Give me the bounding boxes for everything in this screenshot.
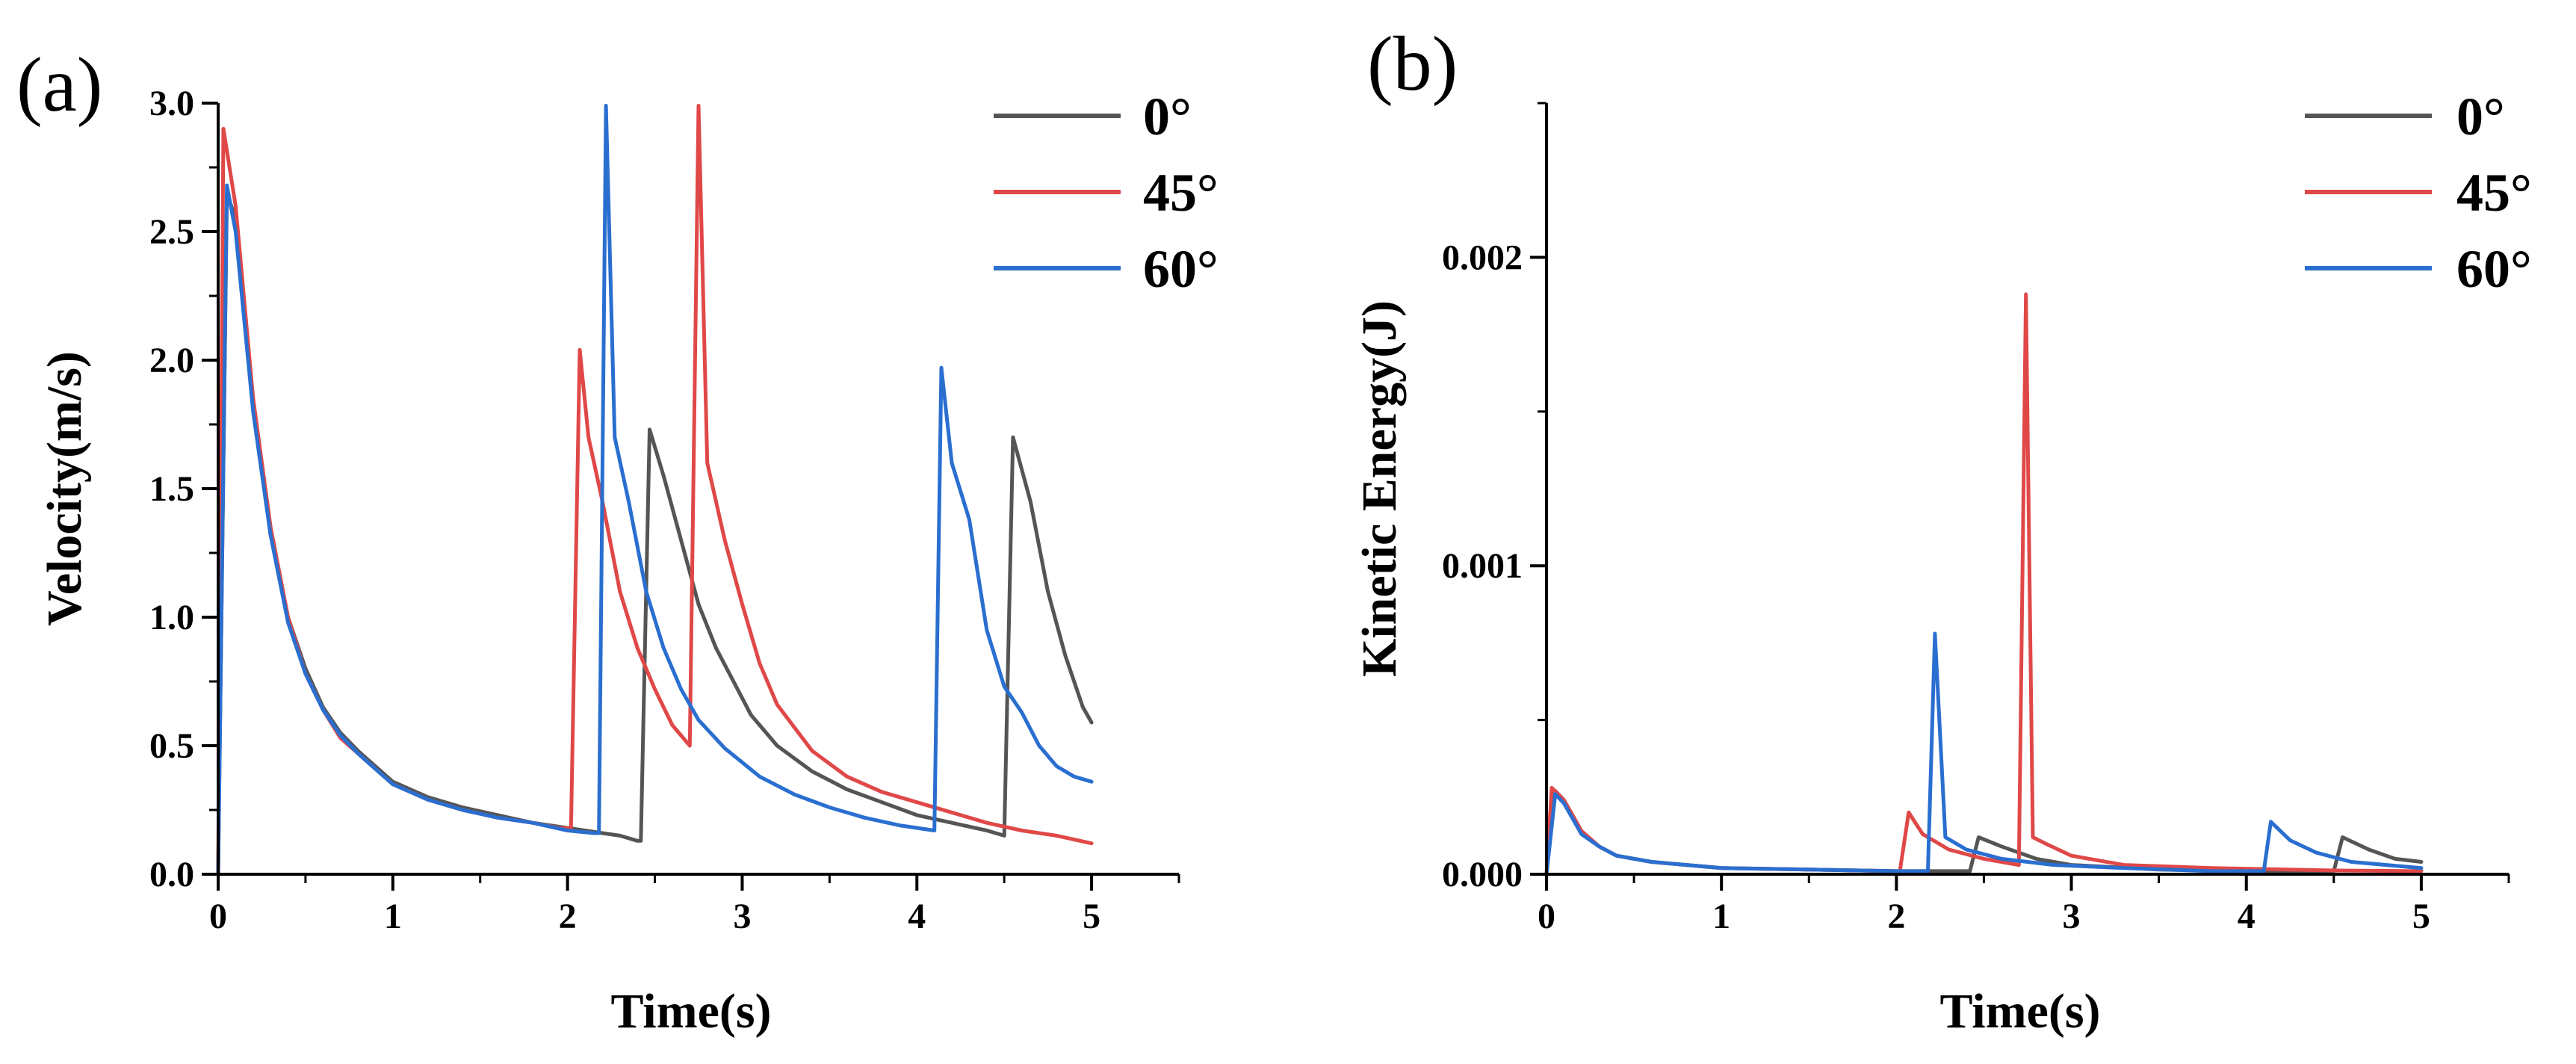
velocity-x-axis-title: Time(s) [610, 984, 771, 1039]
velocity-series-line-0 [216, 191, 1094, 876]
kinetic-energy-x-tick-label: 5 [2412, 897, 2430, 936]
kinetic-energy-series-line-0 [1544, 789, 2424, 876]
velocity-y-tick-label: 1.5 [149, 469, 194, 509]
kinetic-energy-y-axis-title: Kinetic Energy(J) [1352, 300, 1407, 677]
kinetic-energy-panel-label: (b) [1367, 21, 1458, 107]
kinetic-energy-chart: 0 1 2 3 4 5 0.000 0.001 0.002 Time(s) Kinetic Ener… [1352, 21, 2532, 1039]
velocity-y-tick-label: 2.5 [149, 212, 194, 252]
kinetic-energy-x-tick-label: 0 [1538, 897, 1555, 936]
velocity-panel-label: (a) [16, 42, 102, 128]
kinetic-energy-legend-label-1: 45° [2456, 163, 2532, 223]
kinetic-energy-legend: 0° 45° 60° [2305, 87, 2532, 299]
velocity-legend: 0° 45° 60° [994, 87, 1219, 299]
kinetic-energy-x-tick-label: 3 [2063, 897, 2081, 936]
kinetic-energy-series-line-1 [1544, 292, 2424, 876]
kinetic-energy-x-tick-label: 4 [2238, 897, 2255, 936]
velocity-legend-label-0: 0° [1143, 87, 1192, 146]
velocity-x-tick-label: 2 [559, 897, 577, 936]
velocity-y-axis-title: Velocity(m/s) [37, 351, 92, 626]
velocity-legend-label-1: 45° [1143, 163, 1219, 223]
kinetic-energy-y-tick-label: 0.001 [1442, 546, 1523, 586]
velocity-x-tick-label: 3 [733, 897, 751, 936]
velocity-y-tick-label: 1.0 [149, 598, 194, 637]
kinetic-energy-legend-label-2: 60° [2456, 239, 2532, 299]
velocity-y-tick-label: 0.0 [149, 855, 194, 894]
velocity-legend-label-2: 60° [1143, 239, 1219, 299]
velocity-x-tick-label: 5 [1083, 897, 1100, 936]
velocity-x-tick-label: 4 [908, 897, 926, 936]
velocity-x-tick-label: 0 [209, 897, 227, 936]
velocity-y-tick-label: 0.5 [149, 726, 194, 766]
kinetic-energy-y-tick-label: 0.002 [1442, 238, 1523, 277]
kinetic-energy-x-tick-label: 2 [1887, 897, 1905, 936]
kinetic-energy-x-axis-title: Time(s) [1939, 984, 2100, 1039]
velocity-x-tick-label: 1 [384, 897, 402, 936]
velocity-series-line-2 [216, 103, 1094, 876]
kinetic-energy-series-line-2 [1544, 631, 2424, 876]
velocity-chart: 0 1 2 3 4 5 0.0 0.5 1.0 1.5 2.0 2.5 3.0 Time(s) Veloci… [16, 42, 1219, 1039]
kinetic-energy-x-tick-label: 1 [1712, 897, 1730, 936]
kinetic-energy-y-tick-label: 0.000 [1442, 855, 1523, 894]
velocity-y-tick-label: 2.0 [149, 341, 194, 380]
kinetic-energy-legend-label-0: 0° [2456, 87, 2505, 146]
velocity-y-tick-label: 3.0 [149, 84, 194, 123]
